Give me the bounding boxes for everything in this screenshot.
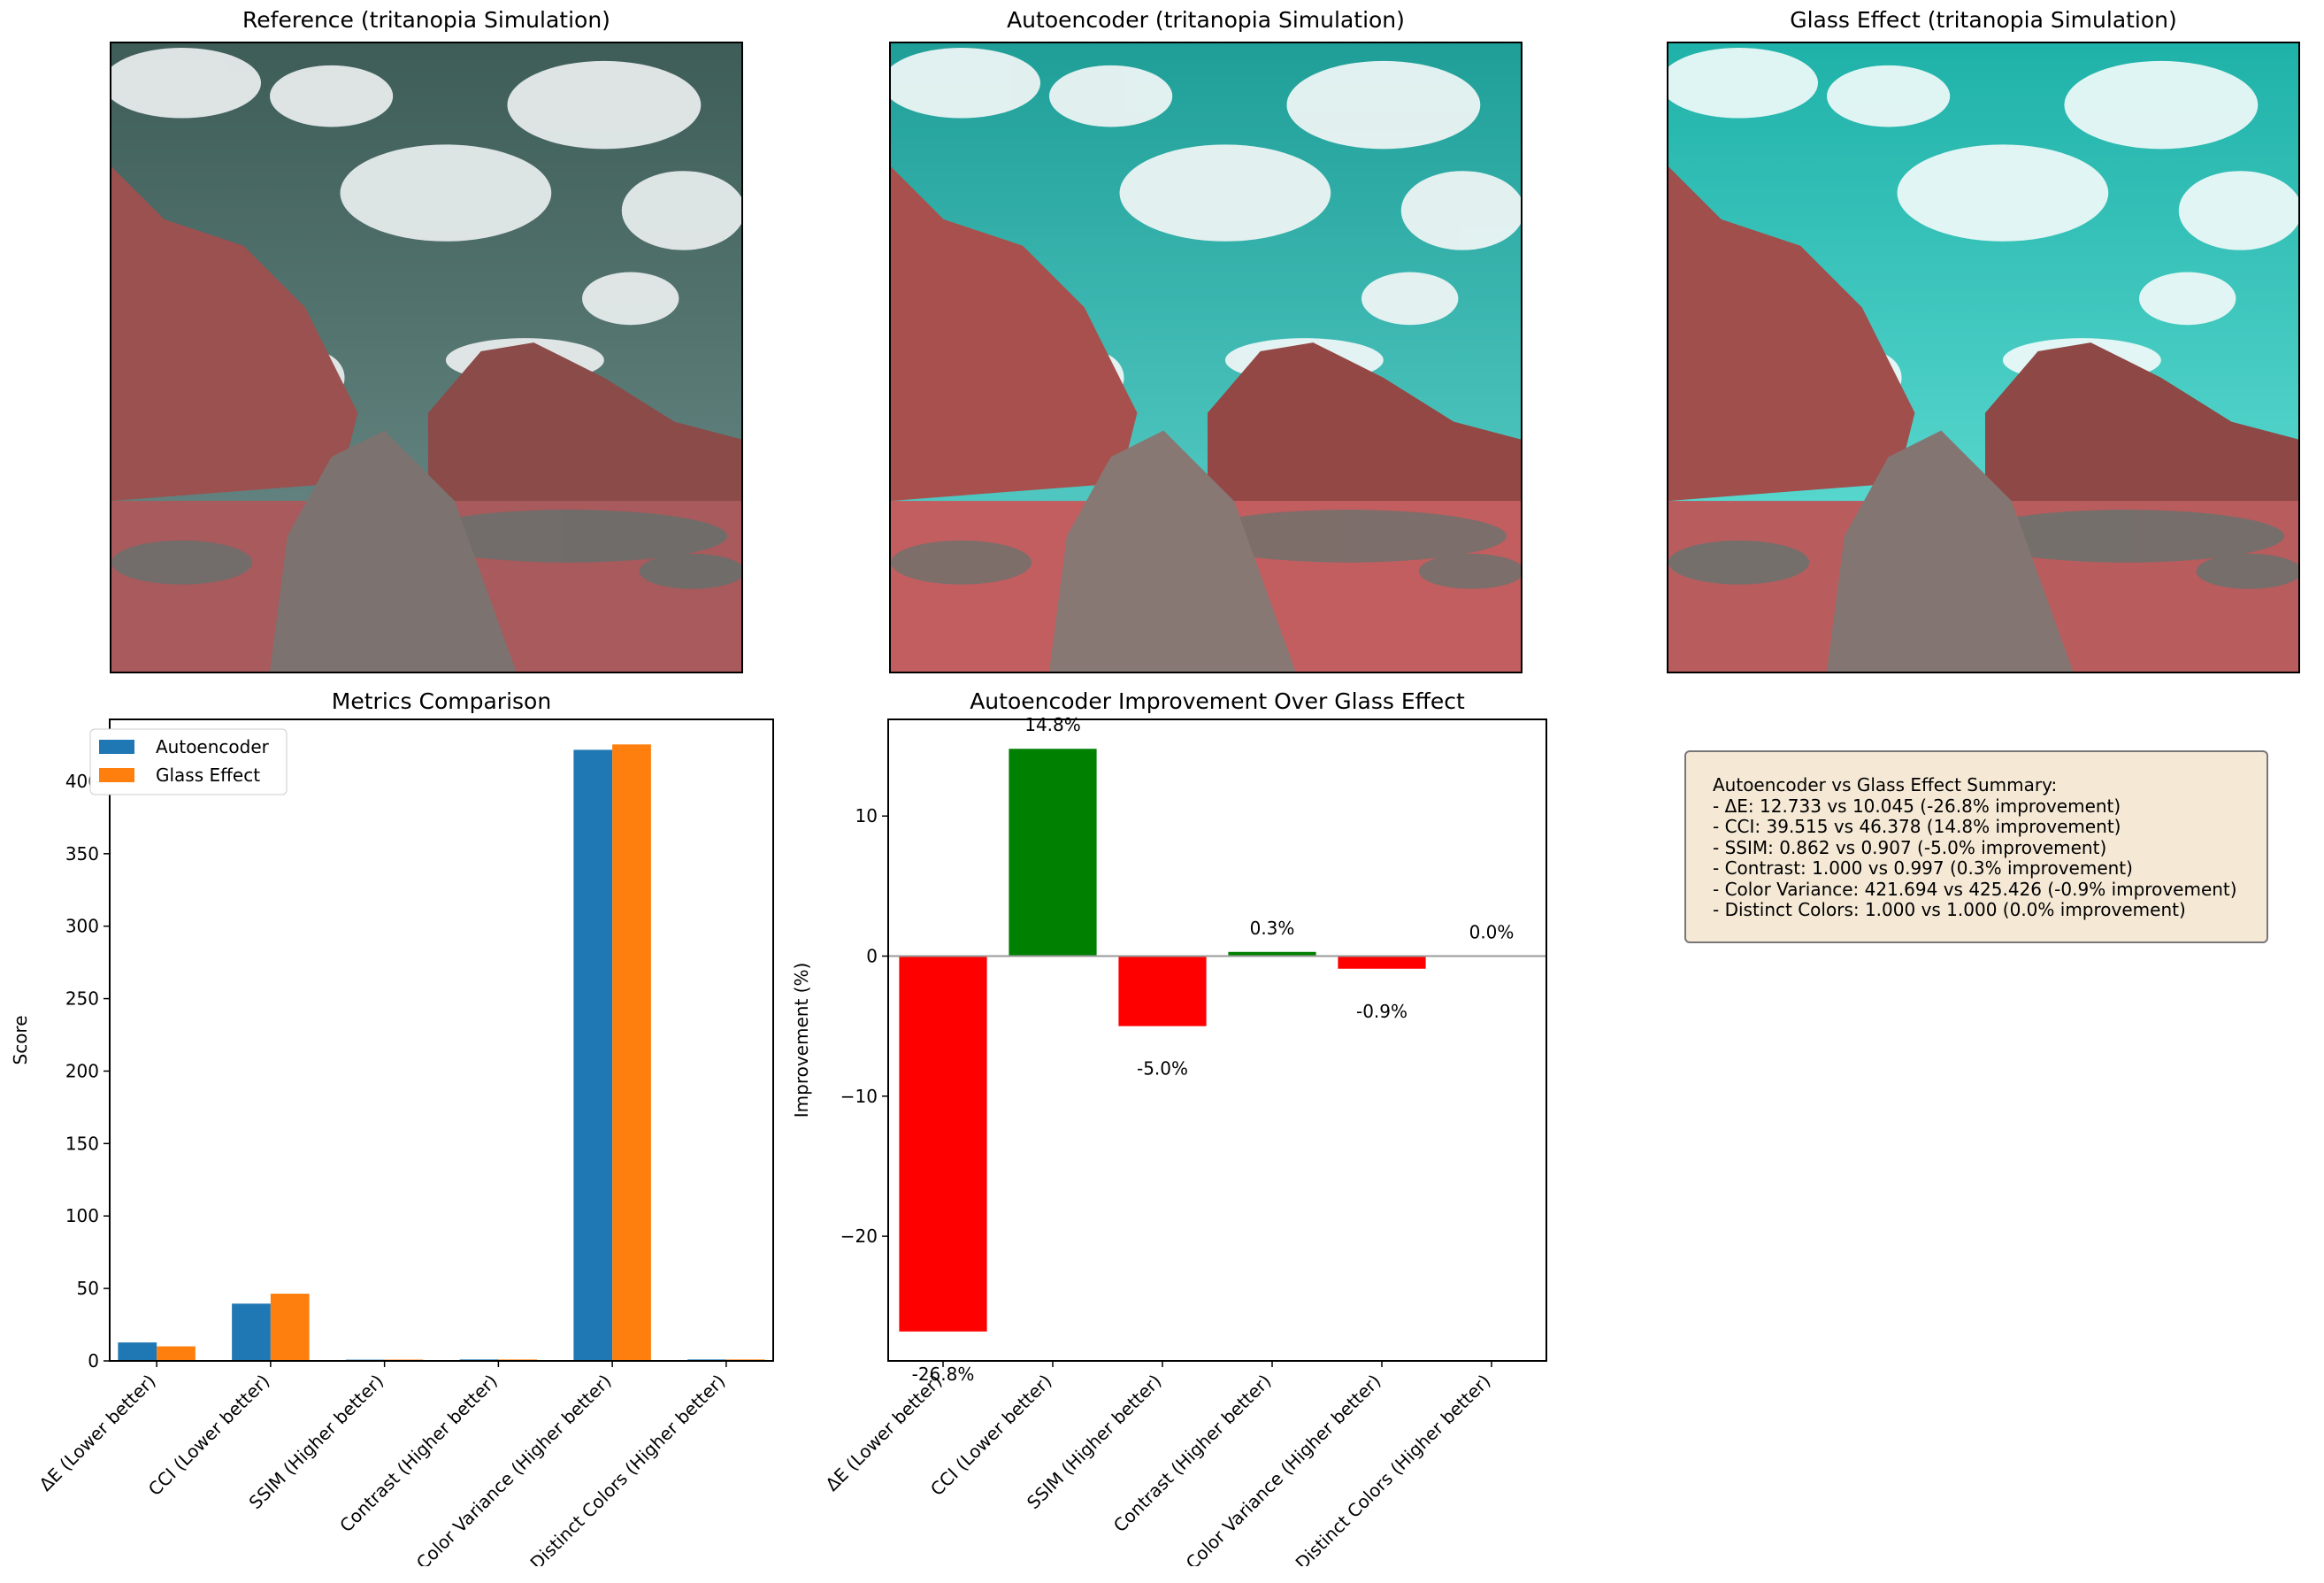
- y-tick-label: 350: [65, 843, 99, 865]
- bar: [1118, 956, 1207, 1026]
- summary-line: - Color Variance: 421.694 vs 425.426 (-0…: [1713, 878, 2237, 900]
- data-label: 0.0%: [1469, 922, 1515, 943]
- summary-line: - CCI: 39.515 vs 46.378 (14.8% improveme…: [1713, 816, 2121, 837]
- summary-line: - Distinct Colors: 1.000 vs 1.000 (0.0% …: [1713, 899, 2186, 920]
- bar: [270, 1294, 310, 1361]
- data-label: 14.8%: [1024, 714, 1081, 735]
- x-tick-label: CCI (Lower better): [144, 1371, 274, 1501]
- y-tick-label: −20: [840, 1226, 878, 1247]
- x-tick-label: CCI (Lower better): [926, 1371, 1056, 1501]
- plot-frame: [109, 718, 774, 1362]
- bar: [1009, 749, 1097, 957]
- x-tick-label: Distinct Colors (Higher better): [1292, 1371, 1495, 1566]
- legend-swatch: [99, 740, 134, 754]
- summary-line: - SSIM: 0.862 vs 0.907 (-5.0% improvemen…: [1713, 836, 2107, 858]
- metrics-comparison-chart: Metrics Comparison Score 0 50 100 150 200 250 30…: [10, 688, 774, 1566]
- x-tick-label: Color Variance (Higher better): [1182, 1371, 1385, 1566]
- summary-line: - Contrast: 1.000 vs 0.997 (0.3% improve…: [1713, 857, 2133, 879]
- bar: [1228, 951, 1316, 957]
- summary-line: - ΔE: 12.733 vs 10.045 (-26.8% improveme…: [1713, 795, 2121, 817]
- y-tick-label: 10: [855, 805, 878, 826]
- chart-title: Metrics Comparison: [332, 688, 551, 714]
- x-tick-label: ΔE (Lower better): [821, 1371, 946, 1495]
- data-label: -5.0%: [1137, 1058, 1188, 1080]
- summary-heading: Autoencoder vs Glass Effect Summary:: [1713, 774, 2058, 795]
- data-label: -0.9%: [1356, 1001, 1407, 1022]
- y-tick-label: 0: [866, 946, 878, 967]
- y-tick-label: 200: [65, 1060, 99, 1081]
- bar: [612, 744, 651, 1361]
- legend-label: Glass Effect: [156, 765, 260, 786]
- summary-box: Autoencoder vs Glass Effect Summary: - Δ…: [1684, 750, 2268, 943]
- y-tick-label: 150: [65, 1133, 99, 1154]
- y-axis-label: Score: [10, 1015, 31, 1064]
- x-tick-label: ΔE (Lower better): [35, 1371, 159, 1495]
- bar: [899, 956, 987, 1332]
- y-tick-label: −10: [840, 1086, 878, 1107]
- x-tick-label: Color Variance (Higher better): [412, 1371, 616, 1566]
- reference-image: [110, 42, 743, 673]
- bar: [1338, 956, 1426, 969]
- bar: [118, 1342, 157, 1361]
- legend: Autoencoder Glass Effect: [89, 728, 288, 795]
- bar: [232, 1303, 271, 1361]
- y-tick-label: 300: [65, 916, 99, 937]
- legend-frame: [89, 728, 288, 795]
- legend-swatch: [99, 768, 134, 782]
- autoencoder-image-title: Autoencoder (tritanopia Simulation): [1007, 7, 1405, 33]
- y-tick-label: 50: [77, 1278, 99, 1299]
- legend-label: Autoencoder: [156, 736, 270, 757]
- improvement-chart: Autoencoder Improvement Over Glass Effec…: [791, 688, 1547, 1566]
- y-tick-label: 0: [88, 1350, 99, 1372]
- chart-title: Autoencoder Improvement Over Glass Effec…: [970, 688, 1465, 714]
- glass-image-title: Glass Effect (tritanopia Simulation): [1790, 7, 2177, 33]
- x-tick-label: Distinct Colors (Higher better): [525, 1371, 729, 1566]
- glass-effect-image: [1667, 42, 2300, 673]
- reference-title: Reference (tritanopia Simulation): [242, 7, 610, 33]
- bar: [157, 1346, 196, 1361]
- bar: [573, 749, 613, 1361]
- y-tick-label: 100: [65, 1205, 99, 1226]
- y-axis-label: Improvement (%): [791, 963, 812, 1118]
- autoencoder-image: [889, 42, 1522, 673]
- y-tick-label: 250: [65, 988, 99, 1010]
- data-label: 0.3%: [1250, 918, 1295, 939]
- plot-frame: [887, 718, 1547, 1362]
